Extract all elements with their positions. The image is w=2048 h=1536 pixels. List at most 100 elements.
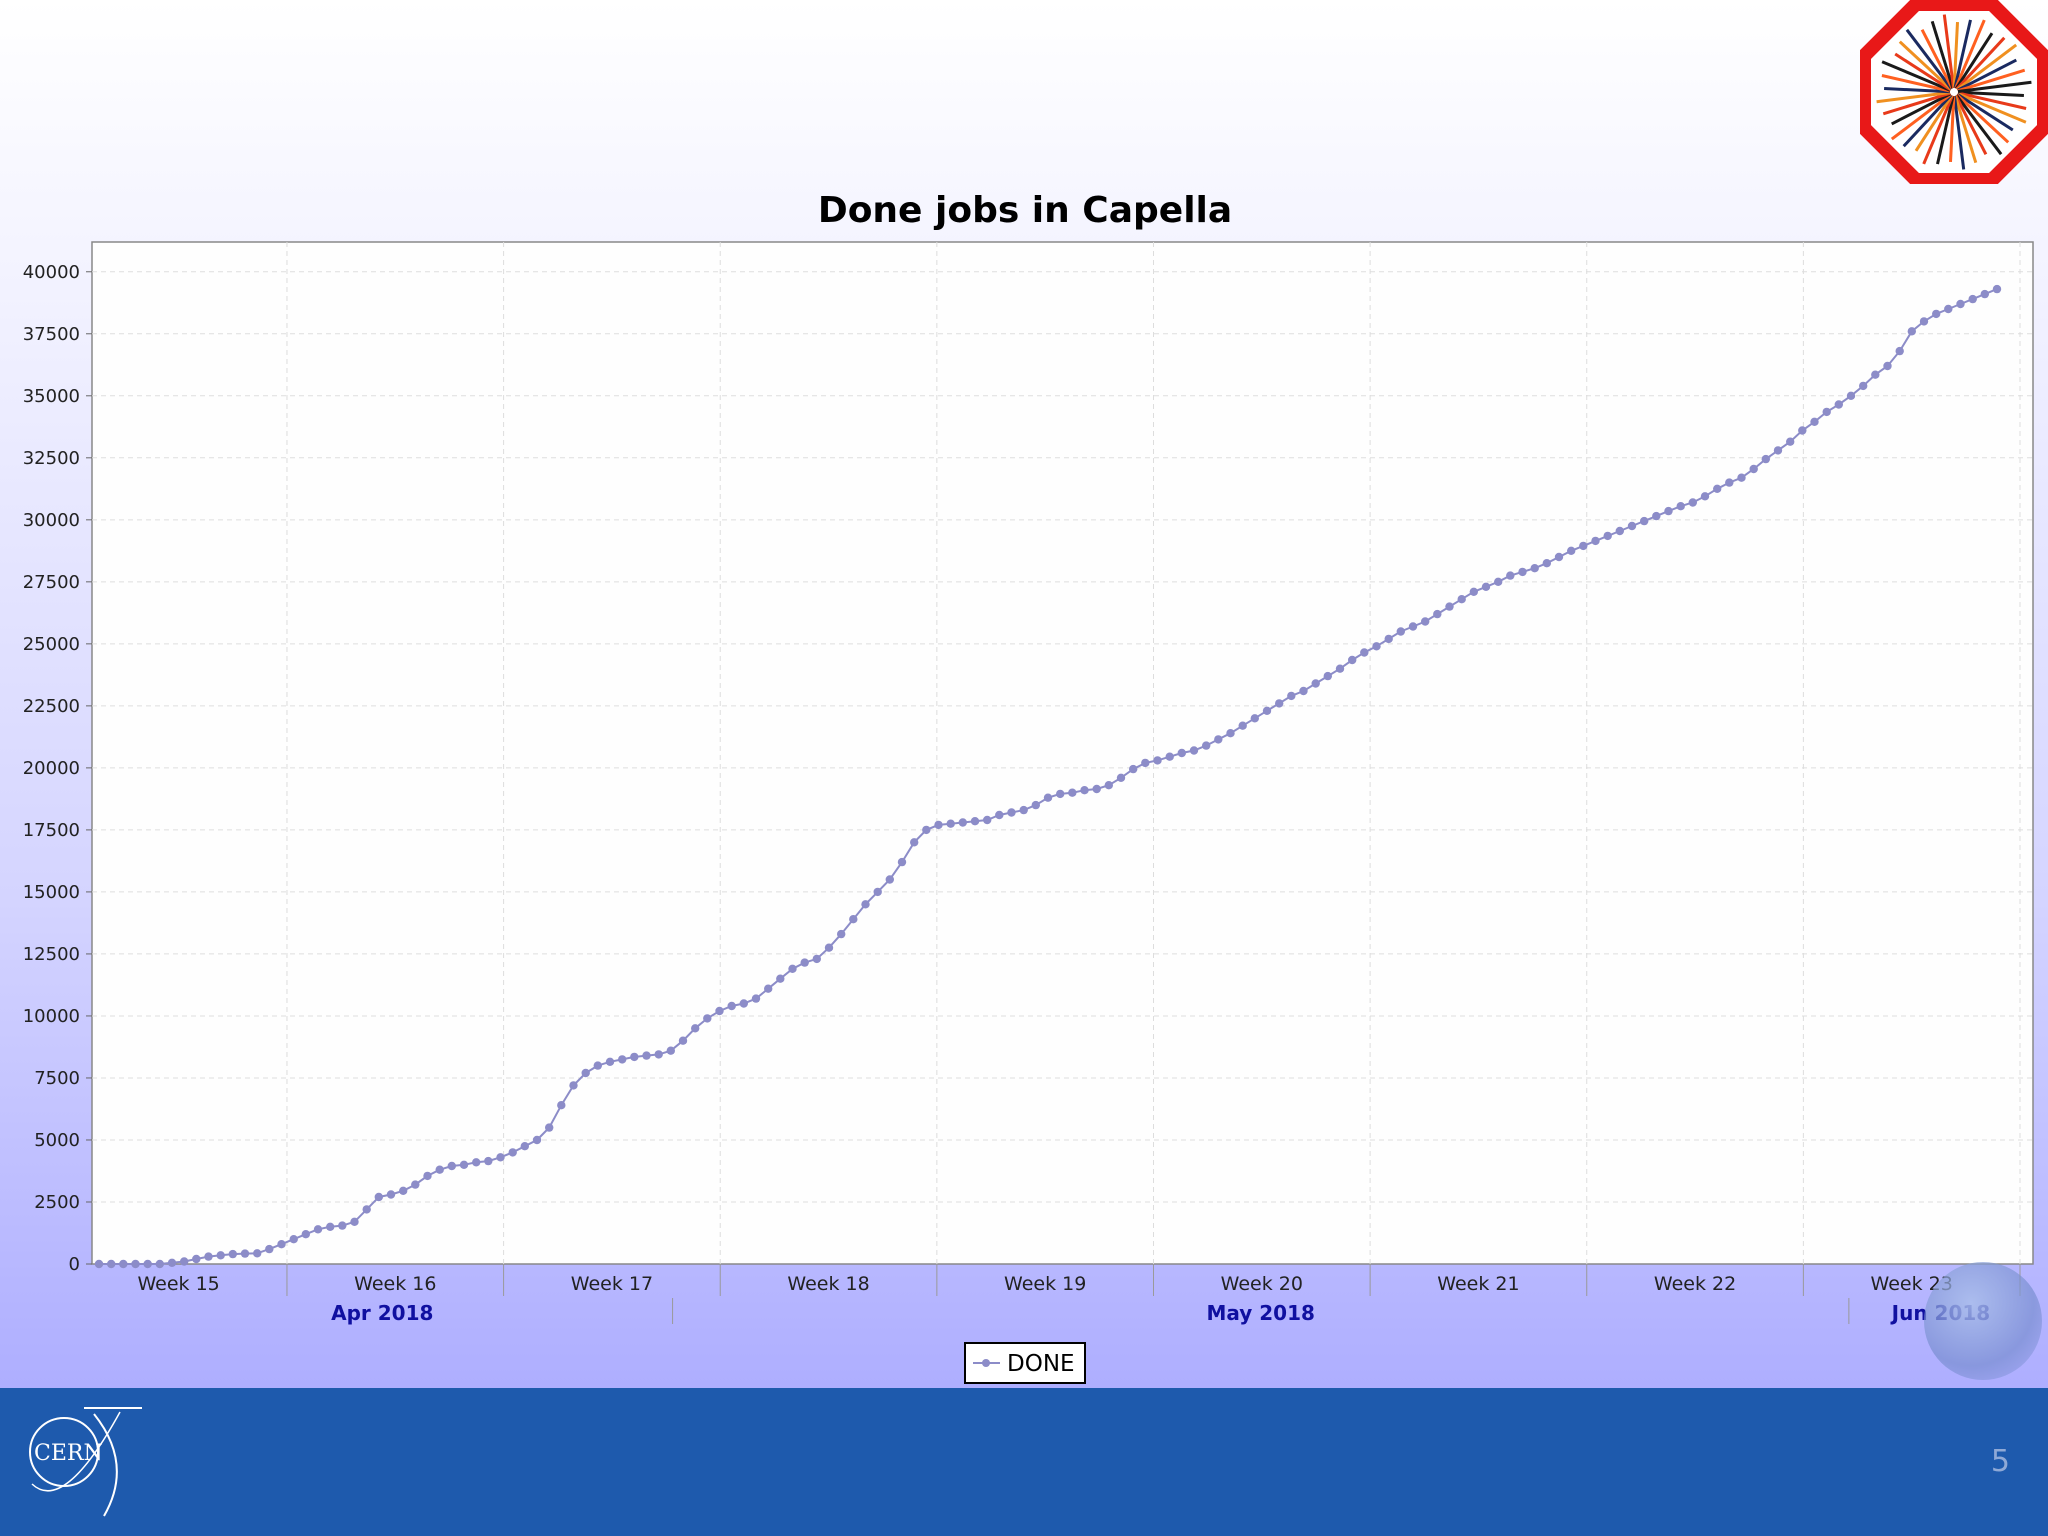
logo-ray [1930,20,1955,89]
data-point [228,1249,237,1259]
data-point [1567,546,1576,555]
data-point [1530,564,1539,573]
data-point [1494,577,1503,586]
data-point [1408,622,1418,631]
logo-ray [1955,93,2010,144]
logo-ray [1884,87,1951,94]
logo-ray [1956,92,2014,132]
data-point [289,1235,298,1244]
series-done [94,284,2002,1269]
data-point [167,1258,177,1268]
data-point [423,1171,432,1181]
data-point [800,958,809,967]
data-point [727,1001,736,1011]
data-point [1043,793,1053,802]
data-point [1554,552,1564,562]
data-point [739,999,748,1008]
plot-area [91,241,2034,1265]
data-point [1177,748,1187,758]
legend: DONE [964,1342,1086,1384]
y-tick-label: 25000 [23,634,80,655]
y-tick-label: 37500 [23,324,80,345]
data-point [1810,417,1819,426]
logo-ray [1894,52,1952,92]
logo-ray [1920,29,1954,90]
data-point [1822,407,1831,417]
data-point [1627,521,1637,531]
data-point [447,1161,456,1171]
data-point [1798,426,1807,435]
data-point [1518,567,1527,577]
data-point [131,1259,140,1269]
data-point [1262,706,1272,715]
data-point [1700,492,1710,501]
data-point [910,838,919,847]
data-point [1104,781,1114,790]
logo-ray [1949,95,1956,162]
data-point [1725,478,1734,487]
data-point [338,1221,347,1230]
logo-ray [1882,91,1951,116]
data-point [861,900,870,909]
data-point [1068,788,1077,797]
logo-ray [1922,95,1954,165]
data-point [1299,686,1308,696]
data-point [1603,531,1612,541]
logo-ray [1953,95,1966,170]
logo-ray [1952,22,1959,89]
data-point [1773,446,1783,455]
data-point [703,1014,712,1023]
data-point [1445,602,1454,611]
data-point [1433,609,1442,619]
data-point [691,1024,700,1033]
data-point [1664,506,1673,516]
y-tick-label: 30000 [23,510,80,531]
data-point [1956,299,1965,309]
y-tick-label: 22500 [23,696,80,717]
data-point [1214,735,1223,744]
data-point [1640,516,1649,526]
done-jobs-chart: Done jobs in Capella 0 2500 5000 7500 10000 1… [23,190,2034,1384]
data-point [1421,617,1430,626]
footer-bar [0,1388,2048,1536]
logo-ray [1955,36,2006,91]
data-point [1579,541,1588,551]
data-point [897,857,907,867]
logo-ray [1957,80,2032,93]
data-point [618,1055,627,1064]
data-point [1919,317,1929,326]
data-point [1883,361,1892,371]
logo-ray [1956,43,2018,91]
y-tick-label: 35000 [23,386,80,407]
data-point [180,1257,189,1266]
data-point [1907,327,1917,336]
y-tick-label: 15000 [23,882,80,903]
globe-decoration-icon [1924,1262,2042,1380]
logo-ray [1898,40,1953,91]
data-point [94,1259,104,1269]
data-point [1591,536,1600,546]
data-point [216,1251,225,1260]
logo-ray [1953,19,1972,89]
data-point [715,1006,724,1016]
data-point [776,974,785,983]
data-point [1457,595,1466,604]
y-tick-label: 0 [69,1254,80,1275]
logo-ray [1953,95,1978,164]
logo-ray [1957,68,2026,93]
data-point [1737,473,1746,482]
x-tick-label: Week 17 [571,1273,653,1295]
data-point [484,1156,493,1166]
data-point [155,1259,164,1269]
data-point [1384,634,1393,644]
y-tick-label: 10000 [23,1006,80,1027]
data-point [983,815,992,825]
data-point [1056,789,1065,799]
data-point [350,1217,359,1227]
logo-ray [1905,28,1953,90]
x-tick-label: Week 21 [1437,1273,1519,1295]
data-point [374,1192,383,1202]
data-point [557,1101,566,1110]
data-point [1092,784,1101,794]
data-point [1980,289,1990,299]
